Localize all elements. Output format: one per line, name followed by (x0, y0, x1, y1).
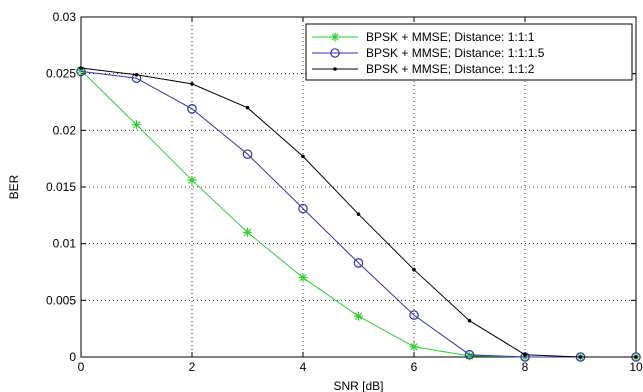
data-point (298, 273, 308, 283)
legend-label: BPSK + MMSE; Distance: 1:1:1 (366, 30, 535, 44)
data-point (298, 203, 308, 214)
axis-ticks: 0 2 4 6 8 10 0 0.005 0.01 0.015 0.02 0.025 0.03 (46, 10, 643, 374)
legend-label: BPSK + MMSE; Distance: 1:1:1.5 (366, 46, 545, 60)
x-tick-label: 4 (300, 360, 307, 374)
legend-swatch-marker (330, 32, 340, 42)
x-tick-label: 8 (522, 360, 529, 374)
data-point (187, 175, 197, 185)
data-point (464, 349, 475, 360)
data-point (79, 66, 83, 70)
legend-box (305, 23, 633, 81)
data-point (301, 154, 305, 159)
x-tick-label: 0 (78, 360, 85, 374)
data-point (132, 120, 141, 130)
x-axis-title: SNR [dB] (333, 379, 383, 392)
data-point (190, 82, 194, 86)
series-3 (79, 66, 638, 359)
legend: BPSK + MMSE; Distance: 1:1:1 BPSK + MMSE;… (305, 23, 633, 81)
data-point (134, 73, 139, 77)
y-tick-label: 0 (69, 350, 76, 364)
x-tick-label: 2 (189, 360, 196, 374)
data-point (354, 311, 363, 321)
series-layer (76, 65, 641, 362)
y-tick-label: 0.02 (53, 123, 77, 137)
x-tick-label: 6 (411, 360, 418, 374)
y-axis-title: BER (7, 174, 21, 199)
data-point (634, 355, 638, 359)
data-point (520, 352, 530, 362)
legend-swatch-marker (333, 67, 337, 71)
legend-label: BPSK + MMSE; Distance: 1:1:2 (366, 62, 535, 76)
data-point (578, 355, 583, 359)
data-point (412, 267, 416, 272)
y-tick-label: 0.005 (46, 293, 76, 307)
data-point (242, 149, 253, 159)
y-tick-label: 0.01 (53, 237, 77, 251)
legend-swatch-marker (330, 48, 340, 58)
data-point (523, 352, 527, 357)
data-point (187, 104, 197, 114)
series-line-2 (80, 70, 636, 358)
data-point (409, 310, 419, 320)
data-point (353, 258, 364, 268)
legend-entry: BPSK + MMSE; Distance: 1:1:1 (312, 30, 535, 44)
y-tick-label: 0.03 (53, 10, 77, 24)
y-tick-label: 0.015 (46, 180, 76, 194)
series-2 (76, 66, 641, 362)
data-point (245, 105, 250, 110)
legend-entry: BPSK + MMSE; Distance: 1:1:2 (312, 62, 535, 76)
data-point (467, 318, 472, 323)
y-tick-label: 0.025 (46, 67, 76, 81)
legend-entry: BPSK + MMSE; Distance: 1:1:1.5 (312, 46, 545, 60)
data-point (243, 227, 252, 237)
data-point (356, 212, 361, 216)
x-tick-label: 10 (629, 360, 643, 374)
data-point (409, 342, 419, 352)
